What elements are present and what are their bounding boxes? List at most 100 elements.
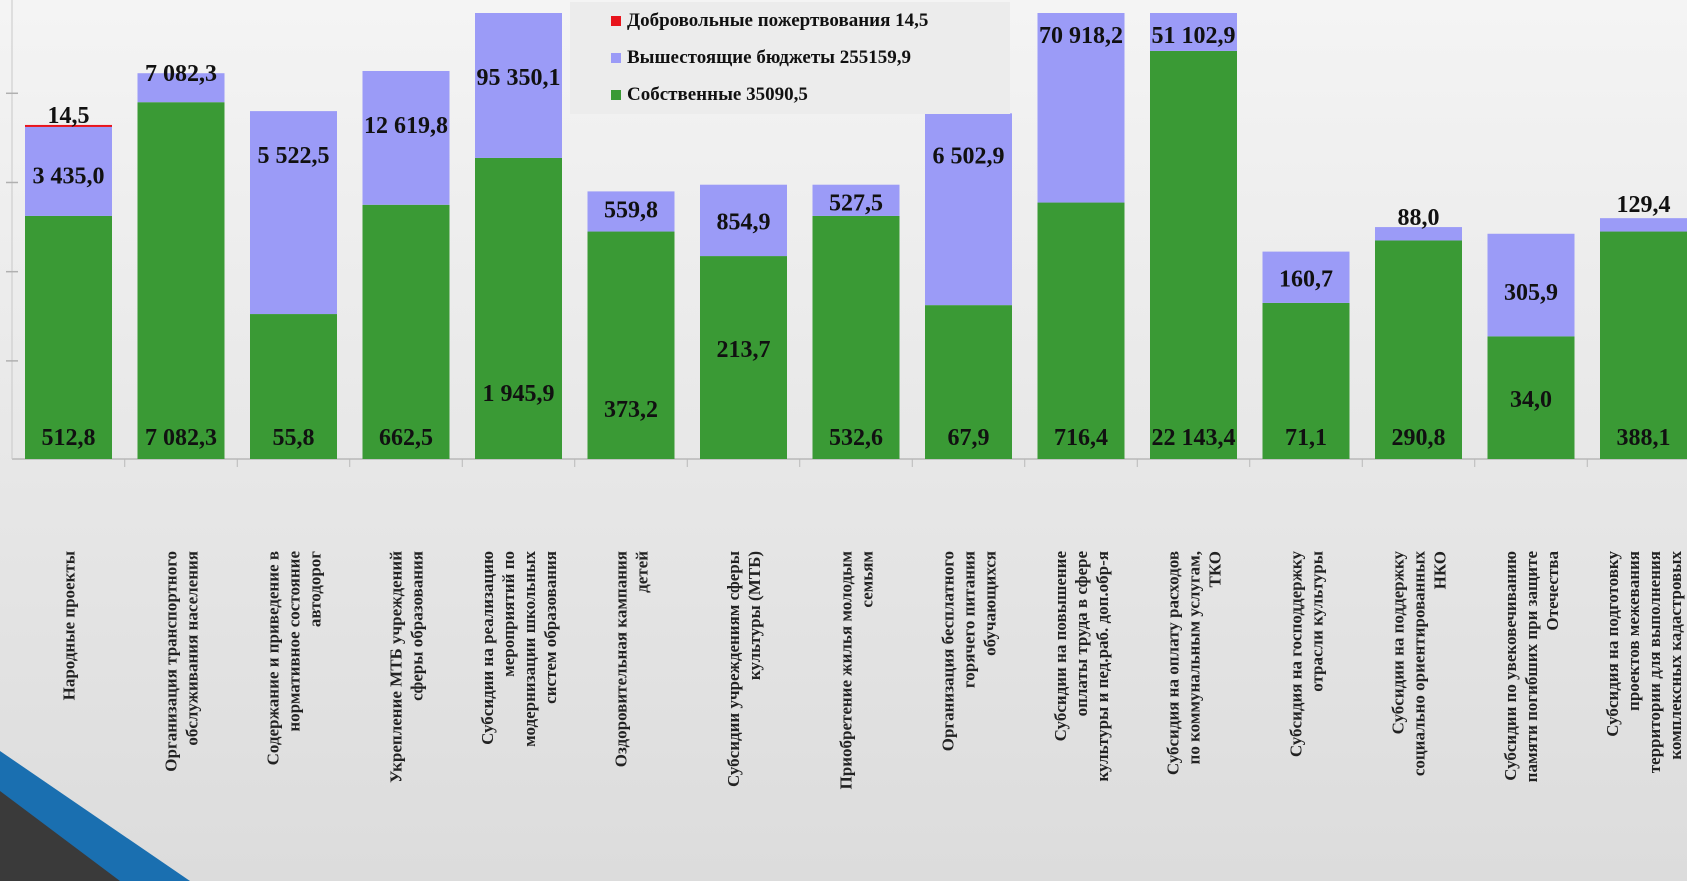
data-label-upper-budget: 305,9	[1504, 280, 1558, 306]
data-label-upper-budget: 160,7	[1279, 266, 1333, 292]
category-label-line: автодорог	[306, 551, 325, 627]
data-label-donations: 14,5	[48, 103, 90, 129]
bar-segment-own	[1262, 302, 1350, 459]
category-label-line: территории для выполнения	[1645, 551, 1664, 773]
category-label-line: Организация бесплатного	[939, 551, 958, 751]
category-label-line: НКО	[1431, 551, 1450, 589]
category-label-line: сферы образования	[408, 551, 427, 701]
data-label-own: 7 082,3	[145, 425, 217, 451]
data-label-upper-budget: 3 435,0	[33, 164, 105, 190]
data-label-upper-budget: 5 522,5	[258, 143, 330, 169]
category-label-line: систем образования	[541, 551, 560, 704]
category-label: Субсидии по увековечиванию памяти погибши…	[1501, 551, 1562, 783]
category-label-line: Субсидия на господдержку	[1287, 551, 1306, 758]
data-label-own: 71,1	[1285, 425, 1327, 451]
bar-segment-own	[1037, 202, 1125, 460]
bar-segment-upper-budget	[1375, 227, 1462, 241]
bar-segment-upper-budget	[137, 73, 225, 103]
data-label-own: 55,8	[273, 425, 315, 451]
bar-segment-upper-budget	[250, 111, 337, 315]
category-label: Укрепление МТБ учреждений сферы образован…	[387, 551, 427, 783]
bar-segment-own	[1150, 50, 1237, 459]
category-label-line: Субсидии на поддержку	[1389, 551, 1408, 735]
category-label-line: Организация транспортного	[162, 551, 181, 772]
data-label-upper-budget: 559,8	[604, 197, 658, 223]
category-label-line: проектов межевания	[1624, 551, 1643, 711]
data-label-own: 22 143,4	[1152, 425, 1236, 451]
value-labels-group: 512,8 3 435,0 14,5 7 082,3 7 082,3 55,8 5 522,…	[33, 23, 1671, 451]
category-label-line: детей	[633, 551, 652, 593]
category-label-line: социально ориентированных	[1410, 551, 1429, 777]
category-label-line: Содержание и приведение в	[264, 551, 283, 765]
data-label-upper-budget: 854,9	[717, 209, 771, 235]
category-label-line: Приобретение жилья молодым	[837, 551, 856, 790]
bar-segment-donations	[25, 124, 112, 127]
category-label-line: мероприятий по	[499, 551, 518, 677]
category-label-line: нормативное состояние	[285, 551, 304, 732]
corner-decoration	[0, 751, 190, 881]
legend-entry: Вышестоящие бюджеты 255159,9	[627, 47, 911, 68]
category-label: Субсидия на подготовку проектов межевания…	[1603, 551, 1685, 774]
category-label: Организация транспортного обслуживания на…	[162, 551, 202, 772]
bar-segment-upper-budget	[587, 191, 675, 232]
category-labels-group: Народные проекты Организация транспортног…	[60, 551, 1686, 790]
data-label-upper-budget: 70 918,2	[1039, 23, 1123, 49]
bars-group	[25, 13, 1687, 460]
category-label-line: Субсидии на реализацию	[478, 551, 497, 745]
data-label-own: 716,4	[1054, 425, 1108, 451]
bar-segment-own	[587, 231, 675, 459]
category-label-line: отрасли культуры	[1308, 551, 1327, 692]
legend-swatch	[611, 90, 621, 100]
bar-segment-own	[1375, 240, 1462, 459]
bar-segment-upper-budget	[1487, 233, 1575, 337]
category-label: Содержание и приведение в нормативное сос…	[264, 551, 325, 766]
bar-segment-upper-budget	[1262, 251, 1350, 303]
category-label: Субсидии на реализацию мероприятий по моде…	[478, 551, 560, 747]
bar-segment-upper-budget	[25, 126, 112, 216]
data-label-own: 34,0	[1510, 387, 1552, 413]
category-label-line: культуры (МТБ)	[745, 551, 764, 680]
category-label-line: Субсидия на подготовку	[1603, 551, 1622, 737]
bar-segment-own	[475, 157, 562, 459]
data-label-upper-budget: 51 102,9	[1152, 23, 1236, 49]
category-label-line: памяти погибших при защите	[1522, 551, 1541, 783]
data-label-upper-budget: 6 502,9	[933, 143, 1005, 169]
bar-segment-own	[925, 305, 1012, 459]
bar-segment-upper-budget	[812, 184, 900, 216]
legend-swatch	[611, 53, 621, 63]
category-label-line: Народные проекты	[60, 551, 79, 700]
data-label-upper-budget: 527,5	[829, 191, 883, 217]
legend-box	[570, 2, 1010, 114]
bar-segment-own	[1487, 336, 1575, 459]
data-label-own: 290,8	[1392, 425, 1446, 451]
category-label: Субсидия на оплату расходов по коммунальн…	[1164, 551, 1225, 775]
category-label: Субсидии на повышение оплаты труда в сфер…	[1051, 551, 1112, 782]
bar-segment-upper-budget	[362, 70, 450, 205]
category-label: Приобретение жилья молодым семьям	[837, 551, 877, 790]
data-label-own: 1 945,9	[483, 381, 555, 407]
data-label-upper-budget: 129,4	[1617, 192, 1671, 218]
legend-entry: Собственные 35090,5	[627, 84, 808, 105]
bar-segment-own	[25, 215, 112, 459]
data-label-upper-budget: 95 350,1	[477, 65, 561, 91]
category-label-line: культуры и пед.раб. доп.обр-я	[1093, 551, 1112, 782]
data-label-own: 213,7	[717, 337, 771, 363]
category-label-line: Оздоровительная кампания	[612, 551, 631, 767]
data-label-own: 388,1	[1617, 425, 1671, 451]
bar-segment-upper-budget	[475, 13, 562, 158]
category-label-line: Субсидии на повышение	[1051, 551, 1070, 742]
bar-segment-upper-budget	[1600, 218, 1687, 232]
bar-segment-upper-budget	[1150, 13, 1237, 51]
category-label-line: оплаты труда в сфере	[1072, 551, 1091, 717]
category-label-line: ТКО	[1206, 551, 1225, 587]
bar-segment-own	[700, 256, 787, 459]
data-label-own: 373,2	[604, 397, 658, 423]
category-label: Субсидии учреждениям сферы культуры (МТБ)	[724, 551, 764, 787]
data-label-upper-budget: 88,0	[1398, 205, 1440, 231]
bar-segment-own	[250, 314, 337, 459]
category-label-line: по коммунальным услугам,	[1185, 551, 1204, 764]
legend-swatch	[611, 16, 621, 26]
category-label-line: модернизации школьных	[520, 551, 539, 747]
category-label-line: комплексных кадастровых	[1666, 551, 1685, 760]
